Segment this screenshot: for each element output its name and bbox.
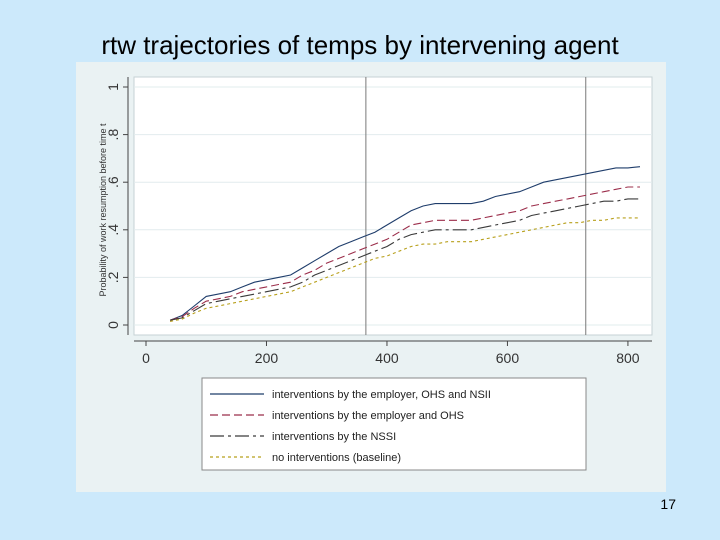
y-tick-label: 0 (105, 321, 121, 329)
chart-panel: 0 200 400 600 800 0 .2 .4 .6 .8 1 Probability of … (76, 62, 666, 492)
y-axis-label: Probability of work resumption before ti… (98, 123, 108, 297)
page-number: 17 (660, 496, 676, 512)
x-tick-label: 200 (255, 350, 279, 366)
y-axis: 0 .2 .4 .6 .8 1 (105, 77, 129, 335)
series-line (169, 166, 641, 321)
x-axis: 0 200 400 600 800 (134, 340, 652, 366)
y-tick-label: .8 (105, 129, 121, 141)
series-line (169, 217, 640, 322)
x-tick-label: 800 (616, 350, 640, 366)
plot-area (133, 76, 653, 336)
legend-label: interventions by the employer and OHS (272, 410, 464, 422)
series-line (169, 186, 640, 321)
legend-entries: interventions by the employer, OHS and N… (210, 389, 491, 464)
gridlines (134, 86, 652, 326)
y-tick-label: .6 (105, 176, 121, 188)
y-tick-label: .2 (105, 271, 121, 283)
y-tick-label: .4 (105, 224, 121, 236)
x-tick-label: 0 (142, 350, 150, 366)
legend-label: no interventions (baseline) (272, 452, 401, 464)
x-tick-label: 600 (496, 350, 520, 366)
legend-label: interventions by the NSSI (272, 431, 396, 443)
series-lines (169, 166, 641, 322)
legend: interventions by the employer, OHS and N… (201, 377, 587, 471)
y-tick-label: 1 (105, 83, 121, 91)
legend-label: interventions by the employer, OHS and N… (272, 389, 491, 401)
legend-box (201, 377, 587, 471)
series-line (169, 198, 640, 321)
line-chart: 0 200 400 600 800 0 .2 .4 .6 .8 1 Probability of … (98, 76, 653, 471)
x-tick-label: 400 (375, 350, 399, 366)
slide-title: rtw trajectories of temps by intervening… (101, 30, 619, 60)
reference-lines (365, 77, 587, 335)
